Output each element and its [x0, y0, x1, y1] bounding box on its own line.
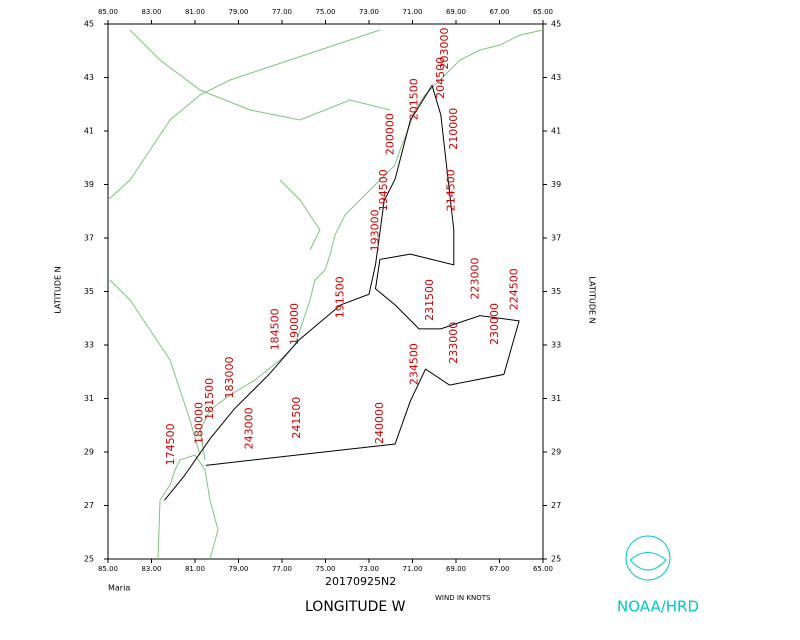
- y-tick-label-right: 43: [551, 73, 561, 82]
- time-label: 204500: [434, 57, 447, 99]
- time-label: 233000: [447, 322, 460, 364]
- x-tick-label: 81.00: [185, 565, 205, 573]
- x-tick-label: 75.00: [315, 565, 335, 573]
- y-tick-label-right: 41: [551, 127, 561, 136]
- y-tick-label: 33: [84, 341, 94, 350]
- y-axis-label-right: LATITUDE N: [588, 276, 597, 323]
- time-label: 201500: [408, 78, 421, 120]
- storm-name: Maria: [108, 584, 130, 593]
- y-tick-label: 39: [84, 180, 94, 189]
- x-tick-label: 67.00: [489, 565, 509, 573]
- time-label: 243000: [242, 407, 255, 449]
- y-tick-label: 35: [84, 287, 94, 296]
- time-label: 241500: [290, 397, 303, 439]
- time-label: 214500: [445, 169, 458, 211]
- time-label: 194500: [377, 169, 390, 211]
- x-tick-label: 85.00: [98, 565, 118, 573]
- flight-track: [164, 84, 520, 501]
- x-tick-label: 69.00: [446, 565, 466, 573]
- time-label: 210000: [447, 108, 460, 150]
- y-tick-label-right: 25: [551, 555, 561, 564]
- y-tick-label: 27: [84, 501, 94, 510]
- y-tick-label: 25: [84, 555, 94, 564]
- time-label: 180000: [192, 402, 205, 444]
- x-tick-label: 71.00: [402, 565, 422, 573]
- y-tick-label: 45: [84, 20, 94, 29]
- time-label: 200000: [384, 113, 397, 155]
- x-tick-label: 65.00: [533, 565, 553, 573]
- time-label: 240000: [373, 402, 386, 444]
- y-tick-label-right: 29: [551, 448, 561, 457]
- x-tick-label-top: 71.00: [402, 8, 422, 16]
- x-tick-label-top: 85.00: [98, 8, 118, 16]
- y-tick-label-right: 33: [551, 341, 561, 350]
- y-tick-label: 43: [84, 73, 94, 82]
- x-tick-label-top: 83.00: [141, 8, 161, 16]
- x-tick-label-top: 75.00: [315, 8, 335, 16]
- y-tick-label-right: 37: [551, 234, 561, 243]
- flight-id: 20170925N2: [325, 575, 396, 588]
- x-tick-label: 73.00: [359, 565, 379, 573]
- y-tick-label-right: 35: [551, 287, 561, 296]
- time-label: 224500: [508, 268, 521, 310]
- x-axis-label: LONGITUDE W: [305, 599, 406, 615]
- time-label: 181500: [203, 378, 216, 420]
- y-tick-label-right: 45: [551, 20, 561, 29]
- x-tick-label-top: 73.00: [359, 8, 379, 16]
- y-tick-label-right: 31: [551, 394, 561, 403]
- y-axis-label: LATITUDE N: [54, 266, 63, 313]
- coastline: [107, 29, 544, 560]
- y-tick-label: 29: [84, 448, 94, 457]
- time-label: 230000: [488, 303, 501, 345]
- y-tick-label-right: 39: [551, 180, 561, 189]
- x-tick-label-top: 65.00: [533, 8, 553, 16]
- x-tick-label: 79.00: [228, 565, 248, 573]
- time-label: 231500: [423, 279, 436, 321]
- time-label: 174500: [164, 423, 177, 465]
- x-tick-label-top: 77.00: [272, 8, 292, 16]
- time-label: 190000: [288, 303, 301, 345]
- x-tick-label-top: 79.00: [228, 8, 248, 16]
- y-tick-label: 31: [84, 394, 94, 403]
- time-label: 191500: [334, 276, 347, 318]
- credit: NOAA/HRD: [617, 598, 699, 616]
- x-tick-label: 77.00: [272, 565, 292, 573]
- y-tick-label: 37: [84, 234, 94, 243]
- time-label: 234500: [408, 343, 421, 385]
- noaa-logo: [625, 535, 671, 581]
- time-label: 184500: [268, 308, 281, 350]
- x-tick-label: 83.00: [141, 565, 161, 573]
- x-tick-label-top: 67.00: [489, 8, 509, 16]
- x-tick-label-top: 69.00: [446, 8, 466, 16]
- time-label: 193000: [369, 209, 382, 251]
- y-tick-label: 41: [84, 127, 94, 136]
- time-label: 183000: [223, 357, 236, 399]
- x-tick-label-top: 81.00: [185, 8, 205, 16]
- y-tick-label-right: 27: [551, 501, 561, 510]
- time-label: 203000: [438, 27, 451, 69]
- time-label: 223000: [469, 258, 482, 300]
- wind-note: WIND IN KNOTS: [435, 594, 491, 602]
